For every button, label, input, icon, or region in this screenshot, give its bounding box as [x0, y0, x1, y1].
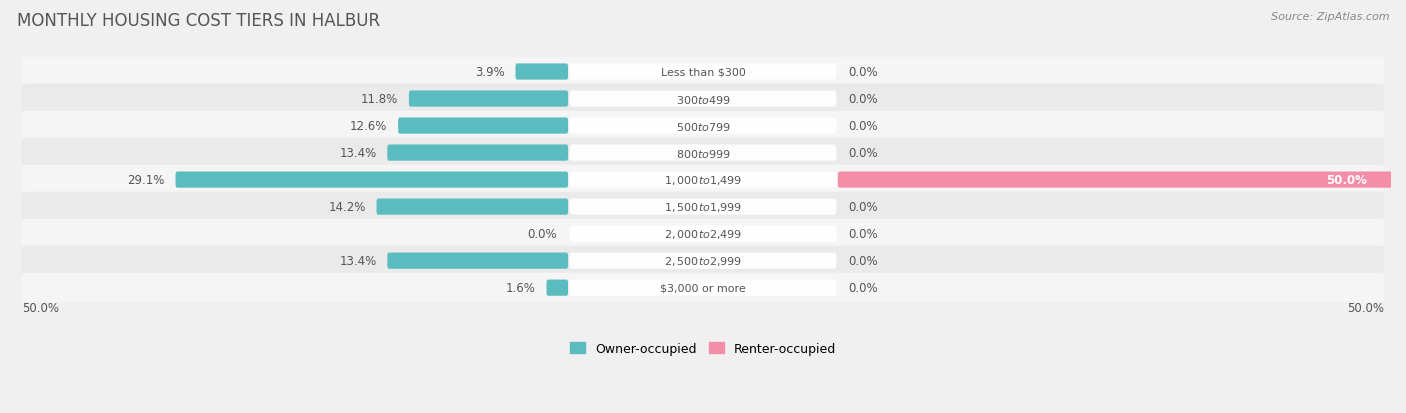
FancyBboxPatch shape — [838, 172, 1406, 188]
FancyBboxPatch shape — [547, 280, 568, 296]
FancyBboxPatch shape — [21, 112, 1385, 141]
Text: 14.2%: 14.2% — [329, 201, 366, 214]
Text: $2,000 to $2,499: $2,000 to $2,499 — [664, 228, 742, 240]
FancyBboxPatch shape — [569, 199, 837, 215]
FancyBboxPatch shape — [398, 118, 568, 134]
Text: 50.0%: 50.0% — [21, 302, 59, 315]
Legend: Owner-occupied, Renter-occupied: Owner-occupied, Renter-occupied — [565, 337, 841, 360]
FancyBboxPatch shape — [21, 219, 1385, 249]
Text: 0.0%: 0.0% — [849, 66, 879, 79]
Text: 50.0%: 50.0% — [1326, 174, 1367, 187]
FancyBboxPatch shape — [21, 57, 1385, 87]
Text: 0.0%: 0.0% — [849, 254, 879, 268]
Text: 0.0%: 0.0% — [849, 93, 879, 106]
FancyBboxPatch shape — [569, 226, 837, 242]
FancyBboxPatch shape — [516, 64, 568, 81]
Text: 0.0%: 0.0% — [527, 228, 557, 240]
FancyBboxPatch shape — [409, 91, 568, 107]
Text: 13.4%: 13.4% — [339, 147, 377, 160]
FancyBboxPatch shape — [21, 192, 1385, 222]
FancyBboxPatch shape — [569, 118, 837, 134]
FancyBboxPatch shape — [569, 91, 837, 107]
FancyBboxPatch shape — [569, 145, 837, 161]
FancyBboxPatch shape — [569, 172, 837, 188]
Text: 0.0%: 0.0% — [849, 282, 879, 294]
FancyBboxPatch shape — [21, 165, 1385, 195]
Text: $3,000 or more: $3,000 or more — [661, 283, 745, 293]
Text: 0.0%: 0.0% — [849, 120, 879, 133]
Text: 0.0%: 0.0% — [849, 228, 879, 240]
Text: 11.8%: 11.8% — [361, 93, 398, 106]
Text: 29.1%: 29.1% — [128, 174, 165, 187]
Text: 0.0%: 0.0% — [849, 147, 879, 160]
FancyBboxPatch shape — [569, 280, 837, 296]
Text: $2,500 to $2,999: $2,500 to $2,999 — [664, 254, 742, 268]
FancyBboxPatch shape — [569, 64, 837, 81]
Text: 50.0%: 50.0% — [1347, 302, 1385, 315]
FancyBboxPatch shape — [387, 253, 568, 269]
Text: 0.0%: 0.0% — [849, 201, 879, 214]
Text: 13.4%: 13.4% — [339, 254, 377, 268]
FancyBboxPatch shape — [21, 246, 1385, 276]
Text: Less than $300: Less than $300 — [661, 67, 745, 77]
Text: Source: ZipAtlas.com: Source: ZipAtlas.com — [1271, 12, 1389, 22]
Text: $800 to $999: $800 to $999 — [675, 147, 731, 159]
Text: 3.9%: 3.9% — [475, 66, 505, 79]
Text: 1.6%: 1.6% — [506, 282, 536, 294]
Text: MONTHLY HOUSING COST TIERS IN HALBUR: MONTHLY HOUSING COST TIERS IN HALBUR — [17, 12, 380, 30]
FancyBboxPatch shape — [377, 199, 568, 215]
FancyBboxPatch shape — [21, 138, 1385, 168]
FancyBboxPatch shape — [21, 273, 1385, 303]
Text: $1,000 to $1,499: $1,000 to $1,499 — [664, 174, 742, 187]
FancyBboxPatch shape — [176, 172, 568, 188]
FancyBboxPatch shape — [21, 84, 1385, 114]
FancyBboxPatch shape — [569, 253, 837, 269]
Text: 12.6%: 12.6% — [350, 120, 387, 133]
FancyBboxPatch shape — [387, 145, 568, 161]
Text: $1,500 to $1,999: $1,500 to $1,999 — [664, 201, 742, 214]
Text: $500 to $799: $500 to $799 — [675, 120, 731, 132]
Text: $300 to $499: $300 to $499 — [675, 93, 731, 105]
